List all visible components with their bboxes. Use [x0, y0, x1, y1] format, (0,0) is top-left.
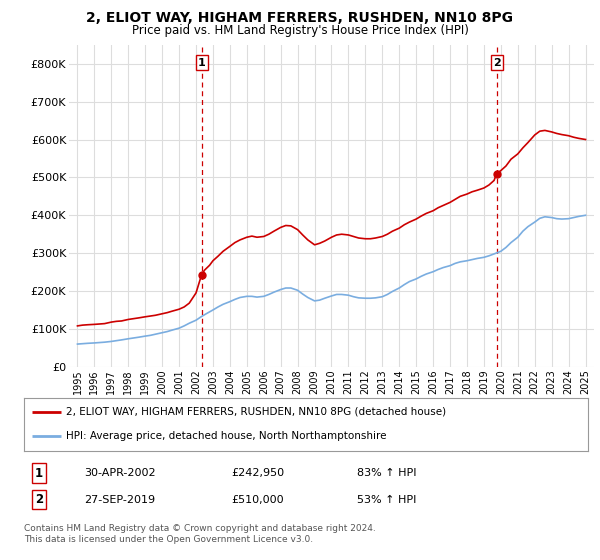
Text: 1: 1: [35, 466, 43, 480]
Text: 2, ELIOT WAY, HIGHAM FERRERS, RUSHDEN, NN10 8PG (detached house): 2, ELIOT WAY, HIGHAM FERRERS, RUSHDEN, N…: [66, 407, 446, 417]
Text: 1: 1: [198, 58, 205, 68]
Text: 2: 2: [493, 58, 500, 68]
Text: 27-SEP-2019: 27-SEP-2019: [84, 494, 155, 505]
Text: 83% ↑ HPI: 83% ↑ HPI: [357, 468, 416, 478]
Text: Contains HM Land Registry data © Crown copyright and database right 2024.
This d: Contains HM Land Registry data © Crown c…: [24, 524, 376, 544]
Text: Price paid vs. HM Land Registry's House Price Index (HPI): Price paid vs. HM Land Registry's House …: [131, 24, 469, 37]
Text: £510,000: £510,000: [231, 494, 284, 505]
Text: HPI: Average price, detached house, North Northamptonshire: HPI: Average price, detached house, Nort…: [66, 431, 387, 441]
Text: 53% ↑ HPI: 53% ↑ HPI: [357, 494, 416, 505]
Text: 2, ELIOT WAY, HIGHAM FERRERS, RUSHDEN, NN10 8PG: 2, ELIOT WAY, HIGHAM FERRERS, RUSHDEN, N…: [86, 11, 514, 25]
Text: 30-APR-2002: 30-APR-2002: [84, 468, 155, 478]
Text: 2: 2: [35, 493, 43, 506]
Text: £242,950: £242,950: [231, 468, 284, 478]
